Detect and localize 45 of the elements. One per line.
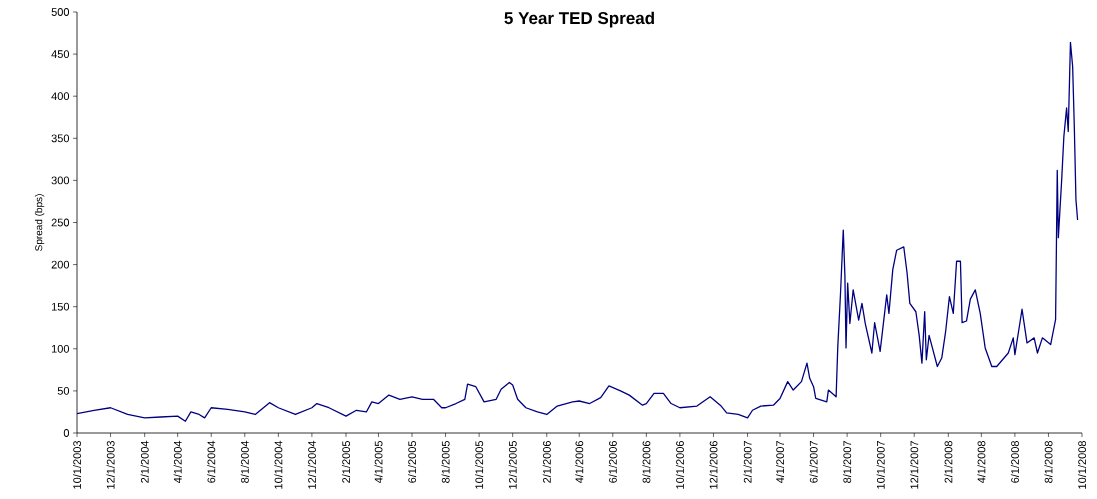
x-tick-label: 10/1/2005 bbox=[475, 441, 484, 489]
y-tick-label: 50 bbox=[57, 387, 70, 395]
x-tick-label: 8/1/2007 bbox=[843, 441, 852, 483]
y-tick-label: 500 bbox=[51, 8, 70, 16]
x-tick-label: 10/1/2008 bbox=[1077, 441, 1087, 489]
x-tick-label: 8/1/2008 bbox=[1044, 441, 1053, 483]
y-tick-label: 0 bbox=[63, 429, 70, 437]
x-tick-label: 10/1/2007 bbox=[876, 441, 885, 489]
x-tick-label: 2/1/2005 bbox=[341, 441, 351, 483]
y-tick-label: 100 bbox=[51, 344, 70, 353]
x-tick-label: 4/1/2004 bbox=[173, 440, 182, 484]
x-tick-label: 4/1/2008 bbox=[977, 441, 986, 484]
x-tick-label: 2/1/2004 bbox=[140, 440, 149, 483]
x-tick-label: 8/1/2004 bbox=[240, 440, 249, 483]
x-tick-label: 2/1/2008 bbox=[944, 441, 953, 483]
y-tick-label: 400 bbox=[51, 92, 70, 101]
y-tick-label: 350 bbox=[51, 134, 70, 143]
x-tick-label: 4/1/2005 bbox=[374, 441, 383, 484]
x-tick-label: 10/1/2003 bbox=[72, 441, 82, 489]
x-tick-label: 12/1/2006 bbox=[709, 441, 718, 489]
x-tick-label: 8/1/2006 bbox=[642, 441, 651, 483]
y-tick-label: 200 bbox=[51, 260, 70, 269]
x-tick-label: 6/1/2008 bbox=[1010, 441, 1019, 483]
x-tick-label: 12/1/2005 bbox=[508, 441, 517, 489]
y-tick-label: 150 bbox=[51, 302, 70, 311]
x-tick-label: 12/1/2007 bbox=[910, 441, 919, 489]
x-tick-label: 10/1/2004 bbox=[274, 440, 283, 489]
y-tick-label: 300 bbox=[51, 176, 70, 185]
x-tick-label: 2/1/2006 bbox=[542, 441, 551, 483]
line-series bbox=[77, 41, 1079, 422]
x-tick-label: 12/1/2003 bbox=[106, 441, 115, 489]
x-tick-label: 10/1/2006 bbox=[675, 441, 684, 489]
x-tick-label: 4/1/2007 bbox=[775, 441, 785, 484]
x-tick-label: 6/1/2005 bbox=[407, 441, 417, 483]
y-axis-title: Spread (bps) bbox=[34, 194, 45, 251]
x-tick-label: 12/1/2004 bbox=[307, 440, 316, 489]
x-tick-label: 2/1/2007 bbox=[743, 441, 752, 483]
x-tick-label: 8/1/2005 bbox=[441, 441, 450, 483]
x-tick-label: 6/1/2007 bbox=[809, 441, 818, 483]
x-tick-label: 6/1/2004 bbox=[207, 440, 216, 483]
y-tick-label: 250 bbox=[51, 218, 70, 227]
x-tick-label: 4/1/2006 bbox=[575, 441, 584, 484]
y-tick-label: 450 bbox=[51, 50, 70, 58]
x-tick-label: 6/1/2006 bbox=[608, 441, 617, 483]
chart-title: 5 Year TED Spread bbox=[504, 11, 654, 28]
